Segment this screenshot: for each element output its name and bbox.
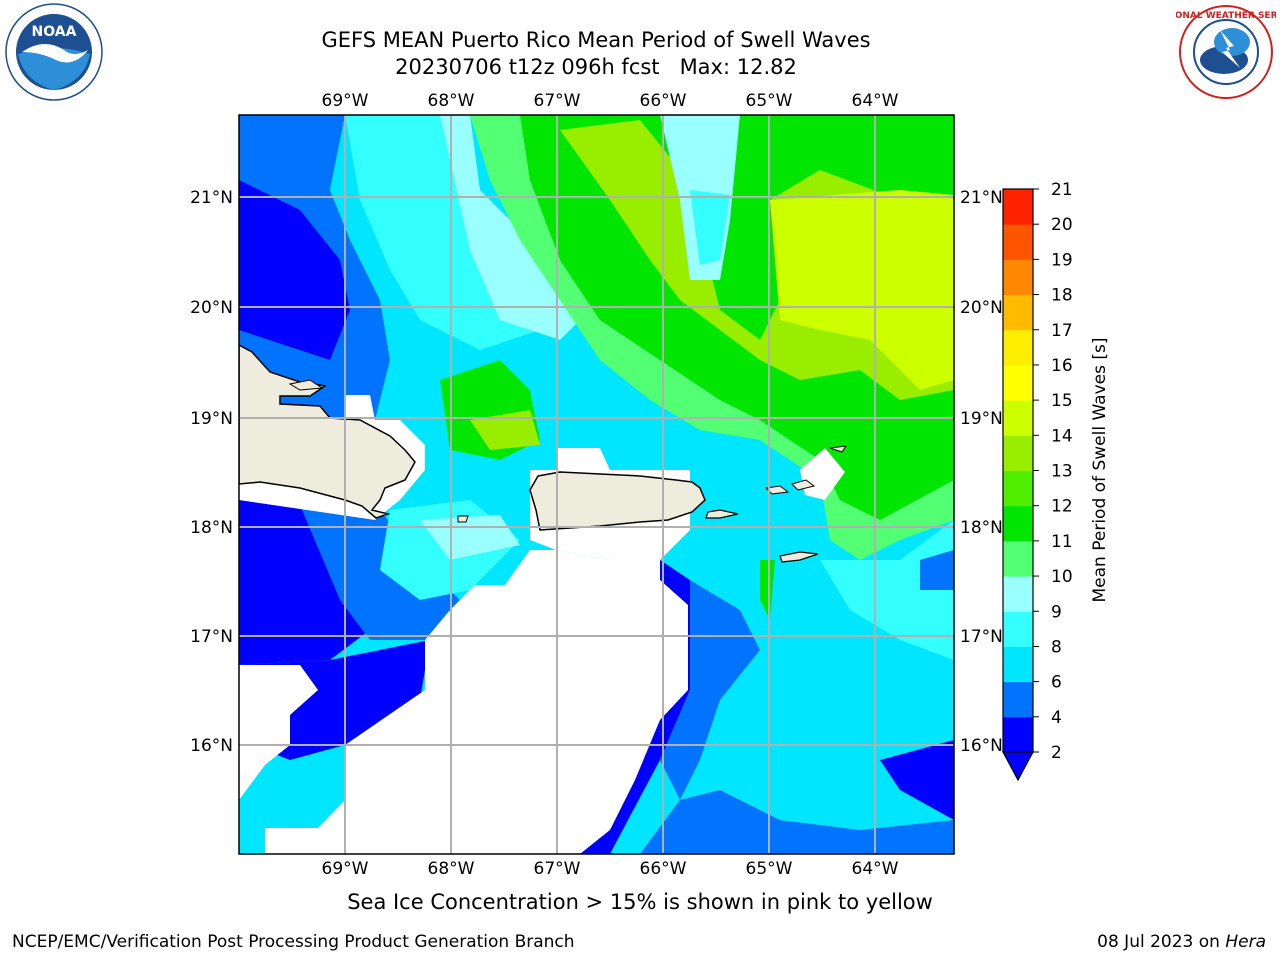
swell-period-field [239, 115, 954, 854]
colorbar-swatch [1003, 646, 1033, 683]
footer-branch: NCEP/EMC/Verification Post Processing Pr… [12, 932, 575, 952]
lat-label: 21°N [190, 188, 233, 208]
lat-label: 18°N [190, 518, 233, 538]
lat-label: 19°N [190, 409, 233, 429]
colorbar-swatch [1003, 259, 1033, 296]
lat-label: 19°N [960, 409, 1003, 429]
colorbar-swatch [1003, 716, 1033, 753]
colorbar-tick-label: 20 [1051, 215, 1073, 235]
colorbar-swatch [1003, 540, 1033, 577]
map-gridlines [239, 115, 954, 854]
colorbar-tick-label: 8 [1051, 637, 1062, 657]
colorbar-swatch [1003, 329, 1033, 366]
footer-date: 08 Jul 2023 on Hera [1097, 932, 1266, 952]
colorbar-swatch [1003, 505, 1033, 542]
colorbar-swatch [1003, 364, 1033, 401]
colorbar-ticks: 2 4 6 8 9 10 11 12 13 14 15 16 17 18 19 20 21 [1033, 180, 1073, 763]
lon-label: 66°W [640, 91, 687, 111]
colorbar-tick-label: 2 [1051, 743, 1062, 763]
lat-label: 16°N [190, 736, 233, 756]
footer-date-text: 08 Jul 2023 on [1097, 932, 1226, 952]
colorbar-tick-label: 10 [1051, 567, 1073, 587]
map-title: GEFS MEAN Puerto Rico Mean Period of Swe… [321, 28, 871, 52]
colorbar-tick-label: 21 [1051, 180, 1073, 200]
colorbar-swatch [1003, 294, 1033, 331]
colorbar-tick-label: 15 [1051, 391, 1073, 411]
lon-label: 67°W [534, 859, 581, 879]
colorbar-swatch [1003, 435, 1033, 471]
lon-label: 68°W [428, 91, 475, 111]
lon-label: 64°W [852, 859, 899, 879]
lon-label: 66°W [640, 859, 687, 879]
lat-label: 18°N [960, 518, 1003, 538]
lon-labels-bottom: 69°W 68°W 67°W 66°W 65°W 64°W [322, 859, 899, 879]
colorbar-swatch [1003, 611, 1033, 647]
lon-label: 65°W [746, 91, 793, 111]
colorbar-tick-label: 6 [1051, 673, 1062, 693]
lat-label: 17°N [190, 627, 233, 647]
colorbar-swatch [1003, 224, 1033, 260]
colorbar-tick-label: 18 [1051, 286, 1073, 306]
colorbar-tick-label: 13 [1051, 462, 1073, 482]
lon-labels-top: 69°W 68°W 67°W 66°W 65°W 64°W [322, 91, 899, 111]
lon-label: 69°W [322, 859, 369, 879]
colorbar-tick-label: 9 [1051, 602, 1062, 622]
colorbar-extend-min [1001, 751, 1035, 782]
lon-label: 69°W [322, 91, 369, 111]
colorbar-swatch [1003, 189, 1033, 225]
lat-label: 21°N [960, 188, 1003, 208]
lon-label: 67°W [534, 91, 581, 111]
lon-label: 68°W [428, 859, 475, 879]
noaa-logo: NOAA [5, 3, 103, 101]
colorbar-tick-label: 11 [1051, 532, 1073, 552]
colorbar-label: Mean Period of Swell Waves [s] [1090, 338, 1110, 603]
nws-logo: NATIONAL WEATHER SERVICE [1176, 5, 1276, 99]
lat-label: 20°N [960, 298, 1003, 318]
colorbar [1001, 188, 1035, 782]
lat-labels-left: 21°N 20°N 19°N 18°N 17°N 16°N [190, 188, 233, 756]
lon-label: 64°W [852, 91, 899, 111]
lat-labels-right: 21°N 20°N 19°N 18°N 17°N 16°N [960, 188, 1003, 756]
colorbar-swatch [1003, 470, 1033, 507]
lat-label: 16°N [960, 736, 1003, 756]
footer-machine: Hera [1225, 932, 1266, 952]
colorbar-tick-label: 17 [1051, 321, 1073, 341]
colorbar-tick-label: 19 [1051, 250, 1073, 270]
lon-label: 65°W [746, 859, 793, 879]
map-subtitle: 20230706 t12z 096h fcst Max: 12.82 [395, 55, 797, 79]
colorbar-tick-label: 16 [1051, 356, 1073, 376]
colorbar-swatch [1003, 681, 1033, 718]
colorbar-swatch [1003, 576, 1033, 612]
colorbar-tick-label: 14 [1051, 426, 1073, 446]
noaa-logo-text: NOAA [32, 24, 77, 40]
colorbar-swatch [1003, 400, 1033, 436]
lat-label: 17°N [960, 627, 1003, 647]
nws-logo-text: NATIONAL WEATHER SERVICE [1176, 11, 1276, 21]
map-frame [238, 114, 955, 855]
colorbar-tick-label: 4 [1051, 708, 1062, 728]
colorbar-tick-label: 12 [1051, 497, 1073, 517]
sea-ice-note: Sea Ice Concentration > 15% is shown in … [347, 890, 933, 914]
lat-label: 20°N [190, 298, 233, 318]
